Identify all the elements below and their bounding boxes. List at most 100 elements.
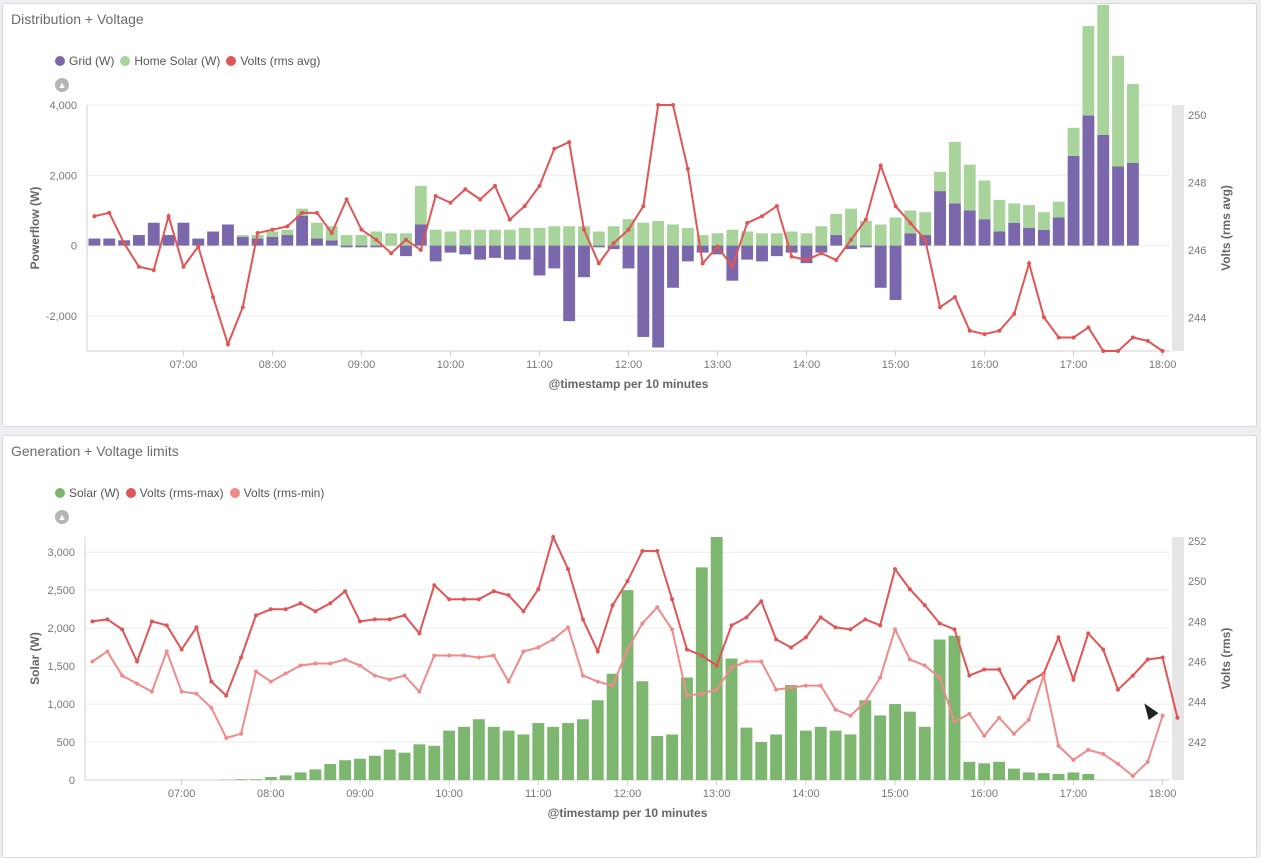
line-point xyxy=(433,193,438,198)
legend-item-grid[interactable]: Grid (W) xyxy=(55,54,114,68)
bar xyxy=(1082,115,1095,246)
line-point xyxy=(729,665,734,670)
bar xyxy=(548,226,561,246)
line-point xyxy=(136,264,141,269)
bar xyxy=(770,233,783,246)
bar xyxy=(400,245,412,257)
bar xyxy=(1112,55,1125,167)
bar xyxy=(1112,166,1125,246)
line-point xyxy=(1027,261,1032,266)
line-point xyxy=(120,627,125,632)
line-point xyxy=(640,549,645,554)
bar xyxy=(517,734,530,780)
line-point xyxy=(641,204,646,209)
y2-tick-label: 248 xyxy=(1188,178,1206,190)
bar xyxy=(459,229,472,246)
bar xyxy=(592,245,605,248)
line-point xyxy=(537,183,542,188)
line-point xyxy=(863,617,868,622)
line-point xyxy=(1130,773,1135,778)
line-point xyxy=(878,623,883,628)
y2-tick-label: 250 xyxy=(1188,110,1206,122)
line-point xyxy=(196,244,201,249)
bar xyxy=(1082,773,1095,780)
bar xyxy=(666,734,679,780)
x-tick-label: 10:00 xyxy=(435,788,463,800)
line-point xyxy=(997,328,1002,333)
line-point xyxy=(1116,349,1121,353)
line-point xyxy=(1101,349,1106,353)
line-point xyxy=(848,713,853,718)
bar xyxy=(311,222,323,239)
line-point xyxy=(239,731,244,736)
bar xyxy=(1097,4,1110,135)
collapse-legend-icon[interactable]: ▲ xyxy=(55,78,69,92)
line-point xyxy=(596,261,601,266)
bar xyxy=(963,164,976,211)
line-point xyxy=(536,645,541,650)
line-point xyxy=(803,635,808,640)
y2-tick-label: 242 xyxy=(1188,737,1206,749)
bar xyxy=(845,208,857,246)
line-point xyxy=(1071,757,1076,762)
line-point xyxy=(164,649,169,654)
line-point xyxy=(760,214,765,219)
y2-axis-title: Volts (rms avg) xyxy=(1219,185,1233,271)
y-tick-label: 0 xyxy=(71,241,77,253)
bar xyxy=(339,760,352,780)
bar xyxy=(874,224,887,246)
legend-item-solar[interactable]: Solar (W) xyxy=(55,486,120,500)
bar xyxy=(591,700,604,780)
bar xyxy=(725,658,738,780)
line-point xyxy=(759,659,764,664)
bar xyxy=(681,228,694,246)
bar xyxy=(859,245,872,248)
line-point xyxy=(566,625,571,630)
bar xyxy=(1052,217,1065,246)
line-point xyxy=(610,683,615,688)
bar xyxy=(1097,134,1110,246)
y2-axis-title: Volts (rms) xyxy=(1219,628,1233,690)
x-tick-label: 13:00 xyxy=(704,359,732,371)
line-point xyxy=(1175,715,1180,720)
x-tick-label: 16:00 xyxy=(970,788,998,800)
line-point xyxy=(1130,335,1135,340)
line-point xyxy=(833,625,838,630)
legend-dot-solar xyxy=(55,488,65,498)
x-tick-label: 12:00 xyxy=(615,359,643,371)
line-point xyxy=(507,217,512,222)
x-tick-label: 15:00 xyxy=(882,359,910,371)
bar xyxy=(1052,201,1065,218)
legend-item-volts-avg[interactable]: Volts (rms avg) xyxy=(226,54,320,68)
line-point xyxy=(938,305,943,310)
series-line xyxy=(92,534,1179,718)
bar xyxy=(963,210,976,246)
bar xyxy=(459,245,472,255)
line-point xyxy=(788,685,793,690)
bar xyxy=(874,245,887,288)
line-point xyxy=(313,661,318,666)
collapse-legend-icon[interactable]: ▲ xyxy=(55,510,69,524)
legend-item-volts-min[interactable]: Volts (rms-min) xyxy=(229,486,324,500)
bar xyxy=(710,537,723,780)
line-point xyxy=(863,699,868,704)
line-point xyxy=(922,663,927,668)
bar xyxy=(681,245,694,262)
x-tick-label: 09:00 xyxy=(346,788,374,800)
bar xyxy=(355,245,368,248)
line-point xyxy=(239,655,244,660)
bar xyxy=(755,742,768,780)
y-tick-label: 2,000 xyxy=(47,623,75,635)
line-point xyxy=(1086,631,1091,636)
bar xyxy=(355,235,368,246)
legend-item-home-solar[interactable]: Home Solar (W) xyxy=(120,54,220,68)
y-tick-label: 1,500 xyxy=(47,661,75,673)
bar xyxy=(815,245,828,253)
line-point xyxy=(476,655,481,660)
line-point xyxy=(819,251,824,256)
line-point xyxy=(120,673,125,678)
bar xyxy=(889,245,902,301)
legend-item-volts-max[interactable]: Volts (rms-max) xyxy=(125,486,224,500)
line-point xyxy=(893,627,898,632)
bar xyxy=(1082,25,1095,116)
